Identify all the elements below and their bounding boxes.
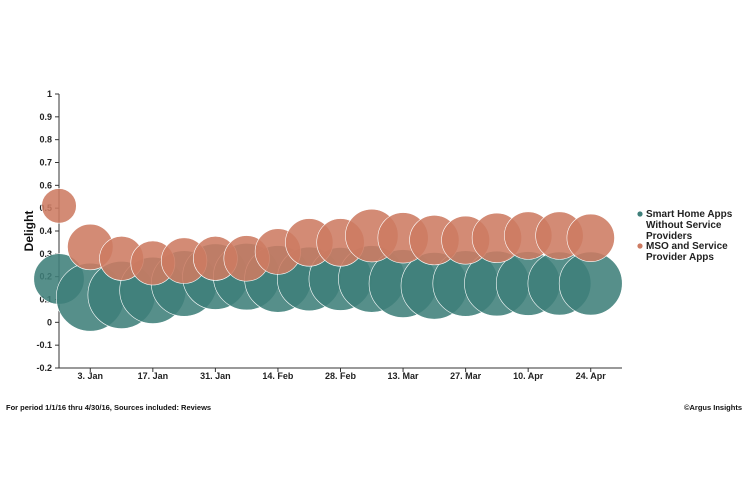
- y-tick-label: 0.3: [39, 249, 52, 259]
- legend-label-mso: MSO and Service Provider Apps: [646, 241, 730, 263]
- x-tick-label: 27. Mar: [450, 371, 482, 381]
- series-mso-bubbles: [41, 188, 615, 286]
- legend-item-mso[interactable]: MSO and Service Provider Apps: [637, 241, 730, 263]
- x-tick-labels: 3. Jan 17. Jan 31. Jan 14. Feb 28. Feb 13. Ma…: [78, 371, 607, 381]
- x-tick-label: 17. Jan: [138, 371, 169, 381]
- x-tick-label: 28. Feb: [325, 371, 357, 381]
- mso-bubble[interactable]: [566, 213, 615, 262]
- x-tick-label: 24. Apr: [576, 371, 607, 381]
- legend-label-line: Provider Apps: [646, 252, 714, 263]
- y-tick-labels: 10.90.80.70.60.50.40.30.20.10-0.1-0.2: [36, 89, 52, 373]
- legend: Smart Home Apps Without Service Provider…: [637, 209, 735, 263]
- y-tick-label: 0: [47, 317, 52, 327]
- y-tick-label: -0.2: [36, 363, 52, 373]
- y-tick-label: -0.1: [36, 340, 52, 350]
- legend-marker-smart-home: [637, 211, 643, 217]
- x-tick-label: 3. Jan: [78, 371, 104, 381]
- x-tick-label: 13. Mar: [388, 371, 420, 381]
- y-tick-label: 0.6: [39, 180, 52, 190]
- legend-marker-mso: [637, 243, 643, 249]
- y-tick-label: 0.9: [39, 112, 52, 122]
- copyright-credit: ©Argus Insights: [683, 403, 742, 412]
- x-tick-label: 31. Jan: [200, 371, 231, 381]
- x-tick-label: 10. Apr: [513, 371, 544, 381]
- x-tick-label: 14. Feb: [262, 371, 294, 381]
- legend-label-smart-home: Smart Home Apps Without Service Provider…: [646, 209, 735, 242]
- legend-label-line: MSO and Service: [646, 241, 728, 252]
- legend-label-line: Smart Home Apps: [646, 209, 733, 220]
- y-tick-label: 0.4: [39, 226, 52, 236]
- y-tick-label: 0.8: [39, 135, 52, 145]
- legend-item-smart-home[interactable]: Smart Home Apps Without Service Provider…: [637, 209, 735, 242]
- legend-label-line: Providers: [646, 231, 693, 242]
- footnote: For period 1/1/16 thru 4/30/16, Sources …: [6, 403, 212, 412]
- y-tick-label: 0.7: [39, 158, 52, 168]
- axes: [58, 94, 622, 369]
- legend-label-line: Without Service: [646, 220, 722, 231]
- mso-bubble[interactable]: [41, 188, 77, 224]
- y-tick-label: 1: [47, 89, 52, 99]
- y-axis-title: Delight: [22, 211, 36, 252]
